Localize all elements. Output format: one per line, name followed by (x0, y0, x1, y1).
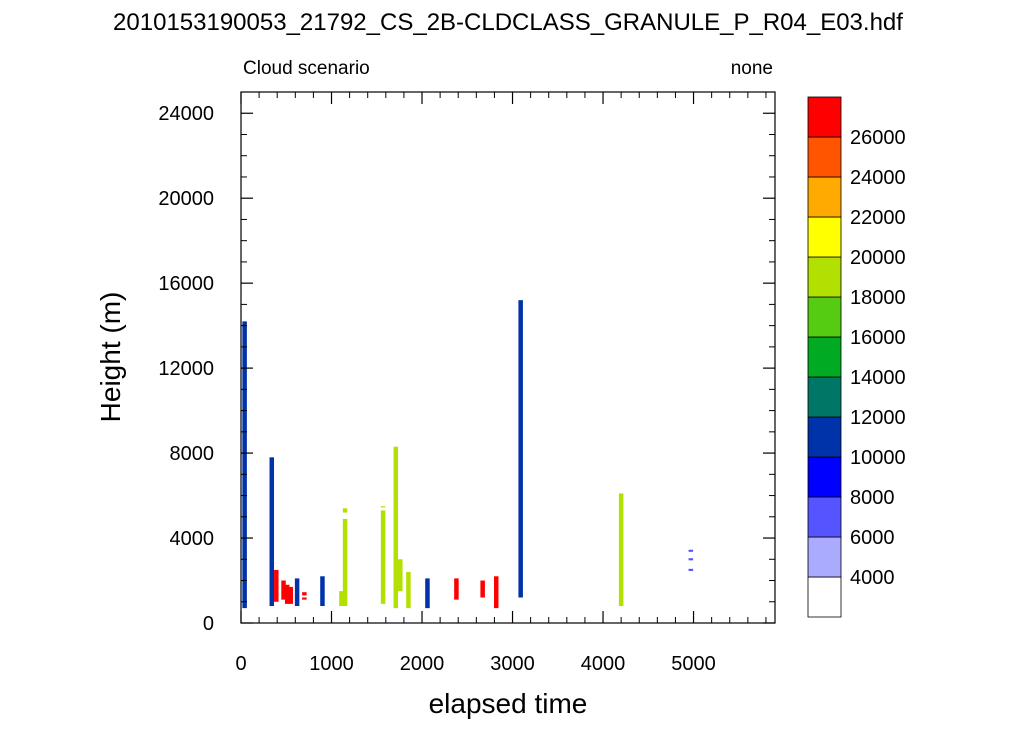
cloud-bar (284, 584, 290, 604)
colorbar-label: 20000 (850, 247, 906, 269)
cloud-bar (302, 592, 307, 596)
cloud-bar (688, 558, 694, 561)
y-tick-label: 24000 (158, 103, 214, 125)
y-tick-label: 20000 (158, 188, 214, 210)
cloud-bar (688, 549, 694, 552)
cloud-bar (480, 580, 485, 598)
x-tick-label: 5000 (671, 653, 716, 675)
x-tick-label: 4000 (581, 653, 626, 675)
colorbar-label: 6000 (850, 527, 895, 549)
colorbar: 4000 6000 8000 10000 12000 14000 16000 18000 200… (807, 96, 906, 618)
x-tick-labels: 0 1000 2000 3000 4000 5000 (235, 653, 715, 675)
colorbar-label: 12000 (850, 407, 906, 429)
cloud-bar (618, 493, 624, 607)
colorbar-box (807, 456, 842, 498)
colorbar-box (807, 496, 842, 538)
cloud-bar (294, 578, 300, 607)
cloud-bar (320, 576, 325, 607)
cloud-bar (269, 457, 275, 607)
x-axis-label: elapsed time (429, 688, 588, 719)
colorbar-label: 10000 (850, 447, 906, 469)
colorbar-labels: 4000 6000 8000 10000 12000 14000 16000 18000 200… (850, 127, 906, 589)
colorbar-label: 18000 (850, 287, 906, 309)
left-string: Cloud scenario (243, 58, 370, 79)
y-tick-label: 4000 (170, 528, 215, 550)
y-tick-label: 0 (203, 613, 214, 635)
plot-area (240, 91, 776, 624)
colorbar-label: 24000 (850, 167, 906, 189)
colorbar-box (807, 336, 842, 378)
colorbar-boxes (807, 96, 842, 618)
y-tick-labels: 0 4000 8000 12000 16000 20000 24000 (158, 103, 214, 635)
colorbar-box (807, 576, 842, 618)
colorbar-label: 16000 (850, 327, 906, 349)
x-tick-label: 3000 (490, 653, 535, 675)
cloud-bar (342, 508, 348, 513)
x-tick-label: 2000 (400, 653, 445, 675)
colorbar-label: 26000 (850, 127, 906, 149)
cloud-bar (406, 572, 411, 609)
y-tick-label: 12000 (158, 358, 214, 380)
colorbar-box (807, 256, 842, 298)
colorbar-label: 22000 (850, 207, 906, 229)
main-title: 2010153190053_21792_CS_2B-CLDCLASS_GRANU… (113, 9, 903, 36)
right-string: none (731, 58, 773, 79)
colorbar-box (807, 96, 842, 138)
y-tick-label: 16000 (158, 273, 214, 295)
cloud-bar (425, 578, 430, 609)
y-axis-label: Height (m) (95, 292, 126, 423)
cloud-bar (393, 446, 399, 609)
cloud-bar (380, 506, 386, 508)
colorbar-box (807, 296, 842, 338)
plot-background (241, 92, 775, 623)
colorbar-label: 8000 (850, 487, 895, 509)
colorbar-box (807, 136, 842, 178)
y-tick-label: 8000 (170, 443, 215, 465)
cloud-bar (688, 568, 694, 571)
cloud-bar (302, 597, 307, 600)
cloud-bar (398, 559, 403, 592)
cloud-bar (518, 300, 523, 598)
colorbar-box (807, 216, 842, 258)
colorbar-label: 4000 (850, 567, 895, 589)
colorbar-box (807, 536, 842, 578)
x-tick-label: 0 (235, 653, 246, 675)
colorbar-label: 14000 (850, 367, 906, 389)
colorbar-box (807, 176, 842, 218)
cloud-bar (454, 578, 459, 600)
major-ticks (240, 92, 775, 624)
cloud-bar (342, 518, 348, 607)
cloud-bar (339, 591, 344, 607)
colorbar-box (807, 416, 842, 458)
colorbar-box (807, 376, 842, 418)
cloud-bar (281, 580, 286, 600)
cloud-bar (274, 569, 279, 602)
cloud-bar (288, 586, 294, 604)
cloud-bars (242, 300, 694, 609)
cloud-bar (493, 576, 499, 609)
cloud-bar (380, 510, 386, 604)
cloud-bar (242, 321, 247, 609)
plot-frame (240, 91, 776, 624)
x-tick-label: 1000 (309, 653, 354, 675)
